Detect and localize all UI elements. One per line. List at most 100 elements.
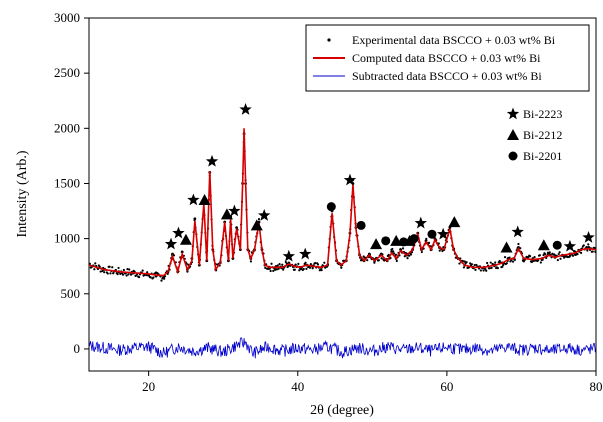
experimental-point bbox=[274, 268, 277, 271]
series bbox=[89, 128, 596, 359]
legend-circle-icon bbox=[508, 151, 518, 161]
experimental-point bbox=[275, 268, 278, 271]
experimental-point bbox=[569, 254, 572, 257]
experimental-point bbox=[128, 268, 131, 271]
experimental-point bbox=[409, 253, 413, 256]
experimental-point bbox=[270, 262, 273, 265]
experimental-point bbox=[586, 249, 589, 252]
experimental-point bbox=[511, 260, 515, 263]
experimental-point bbox=[160, 279, 163, 282]
experimental-point bbox=[109, 272, 112, 275]
experimental-point bbox=[297, 262, 300, 266]
experimental-point bbox=[454, 256, 457, 259]
experimental-point bbox=[441, 249, 444, 253]
x-tick-label: 80 bbox=[590, 379, 603, 394]
experimental-point bbox=[557, 252, 560, 256]
y-tick-label: 2000 bbox=[54, 120, 80, 135]
experimental-point bbox=[294, 263, 297, 266]
experimental-point bbox=[89, 262, 91, 265]
experimental-point bbox=[387, 253, 390, 256]
experimental-point bbox=[503, 256, 507, 259]
experimental-point bbox=[308, 266, 312, 269]
bi-2201-circle-marker bbox=[326, 202, 336, 212]
experimental-point bbox=[408, 254, 411, 257]
legend-triangle-icon bbox=[507, 129, 519, 140]
bi-2223-star-marker bbox=[239, 103, 252, 115]
experimental-point bbox=[485, 269, 488, 272]
experimental-point bbox=[94, 262, 97, 265]
y-tick-label: 1500 bbox=[54, 175, 80, 190]
experimental-point bbox=[496, 267, 499, 270]
experimental-point bbox=[172, 254, 176, 257]
experimental-point bbox=[116, 272, 119, 276]
experimental-point bbox=[119, 272, 122, 275]
y-tick-label: 2500 bbox=[54, 65, 80, 80]
experimental-point bbox=[537, 259, 540, 262]
experimental-point bbox=[470, 263, 474, 266]
bi-2223-star-marker bbox=[299, 247, 312, 260]
experimental-point bbox=[282, 268, 285, 271]
bi-2223-star-marker bbox=[414, 216, 427, 229]
experimental-point bbox=[126, 267, 129, 271]
experimental-point bbox=[276, 264, 279, 267]
y-tick-label: 3000 bbox=[54, 10, 80, 25]
experimental-point bbox=[508, 256, 511, 259]
experimental-point bbox=[473, 263, 476, 267]
experimental-point bbox=[269, 269, 272, 273]
y-axis-title: Intensity (Arb.) bbox=[15, 150, 30, 237]
experimental-point bbox=[482, 269, 485, 272]
experimental-point bbox=[425, 237, 428, 240]
legend: Experimental data BSCCO + 0.03 wt% Bi Com… bbox=[305, 24, 590, 92]
experimental-point bbox=[519, 247, 522, 250]
experimental-point bbox=[582, 244, 585, 247]
bi-2223-star-marker bbox=[205, 154, 219, 167]
experimental-point bbox=[257, 218, 261, 221]
experimental-point bbox=[235, 226, 238, 229]
experimental-point bbox=[394, 253, 397, 256]
experimental-point bbox=[311, 267, 314, 270]
experimental-point bbox=[488, 267, 491, 270]
experimental-point bbox=[585, 245, 588, 249]
experimental-point bbox=[186, 270, 189, 273]
experimental-point bbox=[129, 273, 133, 276]
experimental-point bbox=[366, 259, 369, 262]
experimental-point bbox=[462, 266, 465, 269]
bi-2223-star-marker bbox=[164, 237, 178, 250]
experimental-point bbox=[587, 243, 590, 246]
x-tick-label: 20 bbox=[142, 379, 155, 394]
experimental-point bbox=[127, 273, 130, 276]
experimental-point bbox=[594, 250, 596, 253]
bi-2223-star-marker bbox=[228, 204, 241, 217]
bi-2201-circle-marker bbox=[409, 234, 419, 244]
experimental-point bbox=[305, 267, 308, 270]
experimental-point bbox=[562, 256, 566, 259]
experimental-point bbox=[458, 262, 461, 265]
bi-2223-star-marker bbox=[582, 231, 595, 243]
experimental-point bbox=[591, 250, 594, 253]
experimental-point bbox=[538, 254, 542, 257]
experimental-point bbox=[138, 276, 141, 279]
experimental-point bbox=[302, 267, 305, 271]
experimental-point bbox=[268, 267, 271, 270]
experimental-point bbox=[281, 263, 284, 266]
bi-2201-circle-marker bbox=[381, 236, 391, 246]
experimental-point bbox=[544, 253, 547, 256]
experimental-point bbox=[249, 260, 253, 263]
experimental-point bbox=[392, 250, 395, 253]
bi-2201-circle-marker bbox=[552, 240, 562, 250]
experimental-point bbox=[438, 249, 441, 252]
x-tick-label: 60 bbox=[440, 379, 453, 394]
legend-label: Experimental data BSCCO + 0.03 wt% Bi bbox=[352, 33, 556, 47]
experimental-point bbox=[266, 267, 270, 270]
phase-legend-label: Bi-2223 bbox=[523, 107, 562, 121]
bi-2201-circle-marker bbox=[356, 220, 366, 230]
phase-legend-label: Bi-2201 bbox=[523, 149, 562, 163]
experimental-point bbox=[340, 266, 343, 269]
experimental-point bbox=[539, 261, 542, 264]
experimental-point bbox=[304, 261, 307, 264]
experimental-point bbox=[479, 269, 482, 272]
experimental-point bbox=[465, 261, 468, 264]
experimental-point bbox=[576, 253, 579, 256]
experimental-point bbox=[489, 261, 492, 264]
